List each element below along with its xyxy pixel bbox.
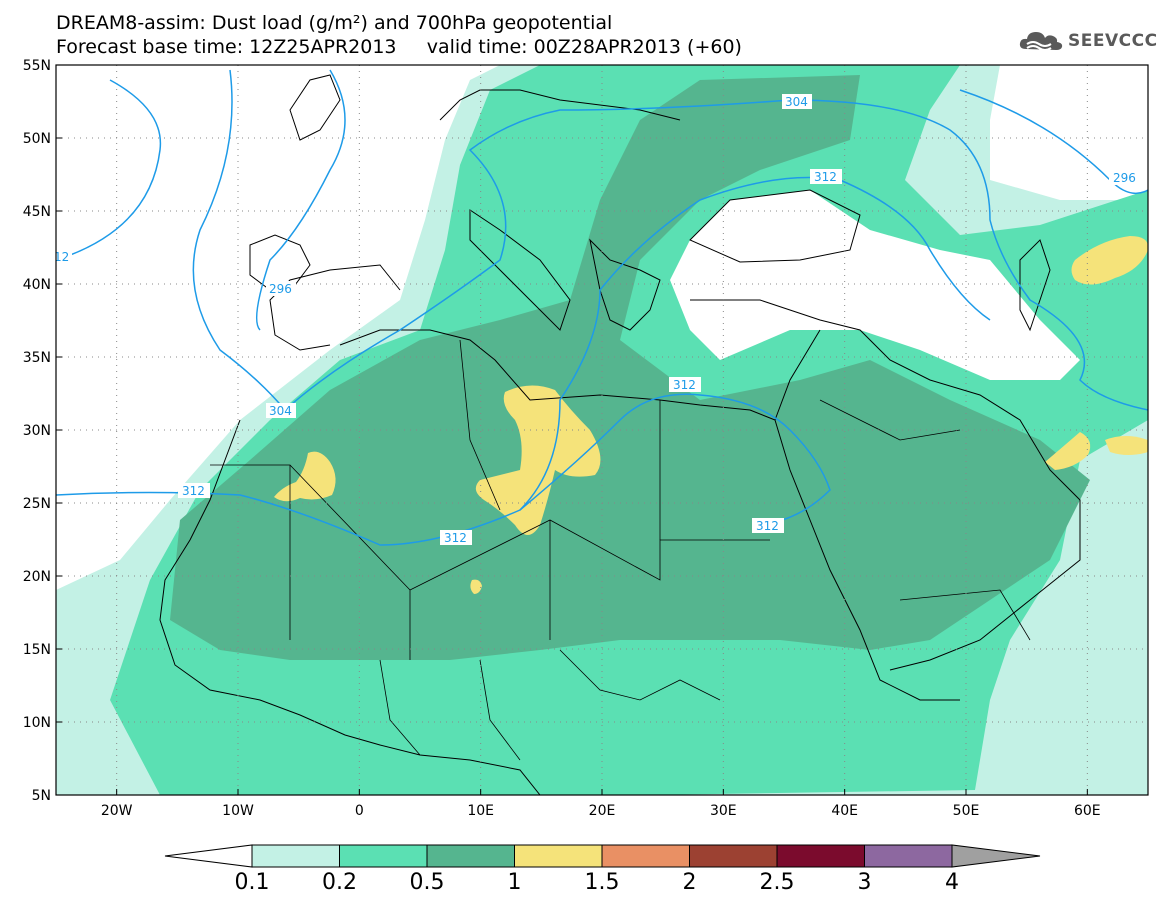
colorbar-swatch xyxy=(426,844,515,868)
colorbar-level-label: 0.5 xyxy=(410,870,445,895)
contour-label: 296 xyxy=(1113,171,1136,185)
colorbar-swatch xyxy=(251,844,340,868)
contour-labels: 12 296 304 304 312 312 296 312 312 312 xyxy=(54,94,1141,545)
colorbar-level-label: 0.2 xyxy=(322,870,357,895)
latitude-labels: 55N 50N 45N 40N 35N 30N 25N 20N 15N 10N 5N xyxy=(23,58,62,804)
lat-tick-label: 55N xyxy=(23,58,51,74)
dust-field: 12 296 304 304 312 312 296 312 312 312 xyxy=(54,65,1148,795)
dust-band-1-blob-a xyxy=(475,385,601,535)
lon-tick-label: 60E xyxy=(1074,803,1101,819)
contour-label: 312 xyxy=(182,484,205,498)
seevccc-logo: SEEVCCC xyxy=(1018,27,1158,55)
contour-label: 12 xyxy=(54,250,69,264)
dust-band-0.5 xyxy=(170,75,1090,660)
dust-free-area xyxy=(670,190,1080,380)
colorbar-level-label: 4 xyxy=(945,870,959,895)
colorbar-level-label: 1 xyxy=(508,870,522,895)
dust-band-1-blob-e xyxy=(1045,432,1091,470)
lon-tick-label: 50E xyxy=(953,803,980,819)
contour-label: 312 xyxy=(444,531,467,545)
contour-label: 312 xyxy=(756,519,779,533)
cloud-icon xyxy=(1019,32,1063,51)
lat-tick-label: 25N xyxy=(23,496,51,512)
contour-label: 312 xyxy=(814,170,837,184)
dust-band-1-blob-d xyxy=(1071,236,1148,285)
lon-tick-label: 0 xyxy=(355,803,364,819)
lon-tick-label: 20E xyxy=(589,803,616,819)
colorbar-level-label: 3 xyxy=(858,870,872,895)
colorbar-swatch xyxy=(864,844,953,868)
colorbar-swatch xyxy=(689,844,778,868)
colorbar-swatch xyxy=(514,844,603,868)
colorbar-swatch xyxy=(339,844,428,868)
lon-tick-label: 20W xyxy=(101,803,133,819)
lat-tick-label: 5N xyxy=(32,788,51,804)
contour-label: 312 xyxy=(673,378,696,392)
lat-tick-label: 15N xyxy=(23,642,51,658)
colorbar-swatch xyxy=(601,844,690,868)
contour-label: 304 xyxy=(785,95,808,109)
contour-label: 296 xyxy=(269,282,292,296)
colorbar-level-label: 2.5 xyxy=(760,870,795,895)
lon-tick-label: 40E xyxy=(831,803,858,819)
lat-tick-label: 40N xyxy=(23,277,51,293)
colorbar-swatch xyxy=(776,844,865,868)
country-borders xyxy=(210,339,1031,761)
longitude-labels: 20W 10W 0 10E 20E 30E 40E 50E 60E xyxy=(101,789,1101,819)
lon-tick-label: 30E xyxy=(710,803,737,819)
lat-tick-label: 45N xyxy=(23,204,51,220)
logo-text: SEEVCCC xyxy=(1068,31,1158,51)
chart-title: DREAM8-assim: Dust load (g/m²) and 700hP… xyxy=(56,12,613,34)
dust-band-1-blob-f xyxy=(1105,436,1148,455)
grid-lines xyxy=(56,65,1148,795)
colorbar-level-label: 1.5 xyxy=(585,870,620,895)
forecast-time-subtitle: Forecast base time: 12Z25APR2013 valid t… xyxy=(56,36,742,58)
lon-tick-label: 10W xyxy=(222,803,254,819)
coastlines xyxy=(159,74,1081,795)
contour-label: 304 xyxy=(269,404,292,418)
dust-band-1-blob-b xyxy=(274,451,336,502)
lat-tick-label: 35N xyxy=(23,350,51,366)
colorbar: 0.1 0.2 0.5 1 1.5 2 2.5 3 4 xyxy=(164,844,1041,895)
colorbar-level-label: 2 xyxy=(683,870,697,895)
lat-tick-label: 20N xyxy=(23,569,51,585)
colorbar-over-arrow xyxy=(951,844,1041,868)
lat-tick-label: 50N xyxy=(23,131,51,147)
lon-tick-label: 10E xyxy=(467,803,494,819)
colorbar-under-arrow xyxy=(164,844,253,868)
colorbar-level-label: 0.1 xyxy=(235,870,270,895)
geopotential-contours xyxy=(56,69,1148,546)
lat-tick-label: 10N xyxy=(23,715,51,731)
dust-band-1-blob-c xyxy=(470,579,482,594)
lat-tick-label: 30N xyxy=(23,423,51,439)
